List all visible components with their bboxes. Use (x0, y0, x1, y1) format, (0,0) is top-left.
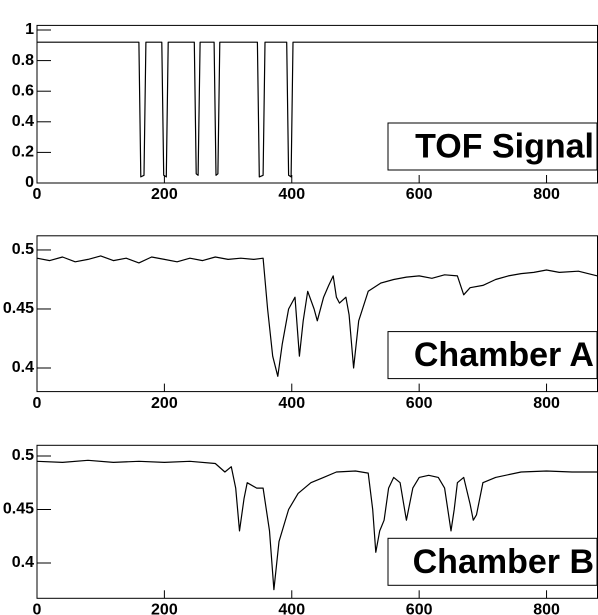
x-tick-label: 400 (278, 395, 305, 412)
panel-label: Chamber B (413, 543, 594, 581)
y-tick-label: 0 (25, 174, 34, 191)
signal-line (36, 459, 598, 591)
y-tick-label: 0.8 (12, 52, 34, 69)
x-tick-label: 200 (151, 186, 178, 203)
x-tick-label: 200 (151, 602, 178, 615)
signal-line (37, 41, 598, 178)
x-tick-label: 0 (33, 602, 42, 615)
x-tick-label: 400 (278, 602, 305, 615)
x-tick-label: 600 (406, 395, 433, 412)
y-tick-label: 0.45 (3, 300, 34, 317)
x-tick-label: 800 (533, 602, 560, 615)
y-tick-label: 0.2 (12, 144, 34, 161)
y-tick-label: 0.4 (12, 554, 34, 571)
panel-label: Chamber A (414, 336, 594, 374)
y-tick-label: 0.45 (3, 501, 34, 518)
y-tick-label: 0.6 (12, 82, 34, 99)
label-box (387, 537, 598, 586)
x-tick-label: 0 (33, 186, 42, 203)
x-tick-label: 0 (33, 395, 42, 412)
label-box (387, 331, 598, 380)
x-tick-label: 600 (406, 186, 433, 203)
panel-label: TOF Signal (415, 127, 594, 165)
x-tick-label: 200 (151, 395, 178, 412)
x-tick-label: 400 (278, 186, 305, 203)
y-tick-label: 1 (25, 21, 34, 38)
signal-line (36, 255, 598, 377)
y-tick-label: 0.4 (12, 359, 34, 376)
x-tick-label: 800 (533, 395, 560, 412)
x-tick-label: 600 (406, 602, 433, 615)
x-tick-label: 800 (533, 186, 560, 203)
y-tick-label: 0.4 (12, 113, 34, 130)
y-tick-label: 0.5 (12, 241, 34, 258)
label-box (387, 122, 598, 171)
y-tick-label: 0.5 (12, 447, 34, 464)
